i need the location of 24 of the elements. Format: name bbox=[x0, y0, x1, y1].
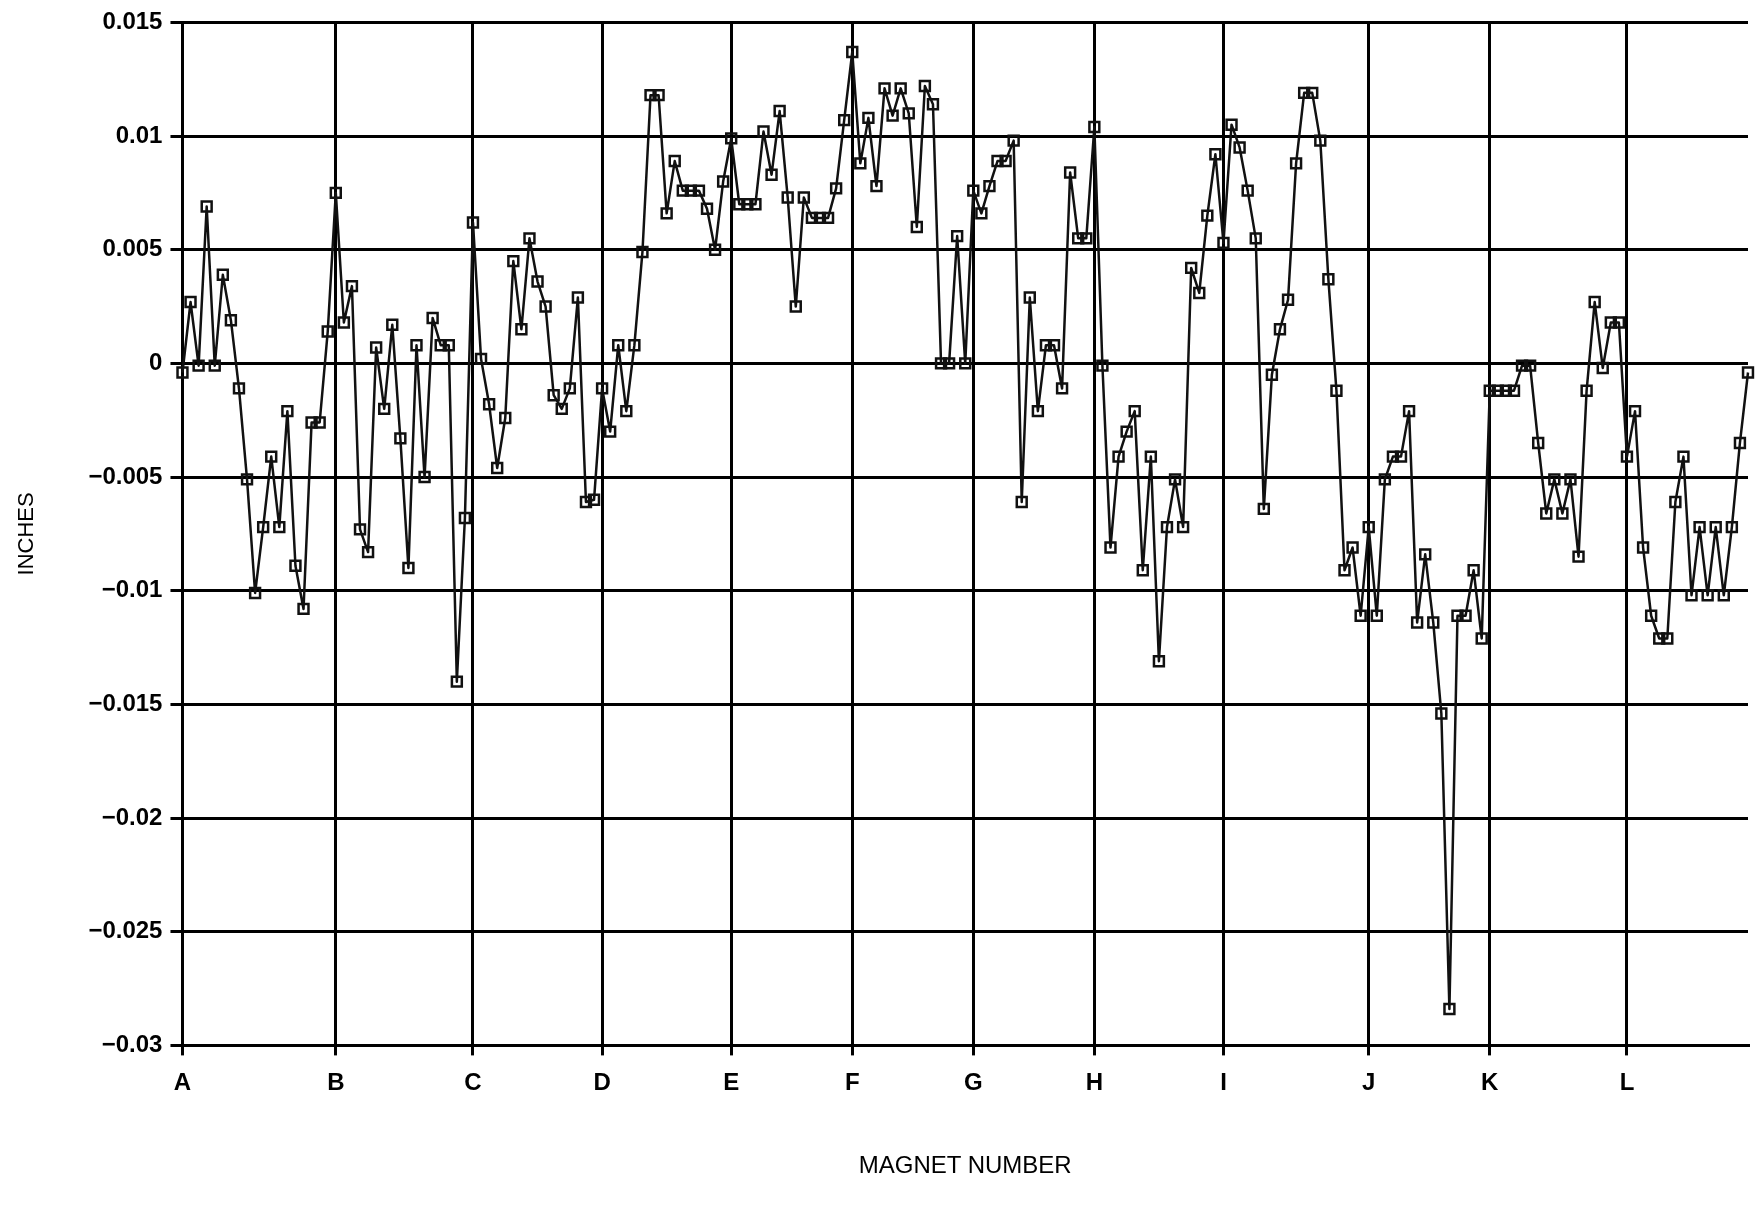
x-tick-label: B bbox=[327, 1068, 345, 1096]
x-tick-label: D bbox=[593, 1068, 611, 1096]
y-tick-label: −0.03 bbox=[101, 1030, 163, 1058]
x-tick-label: J bbox=[1362, 1068, 1376, 1096]
y-tick-label: −0.01 bbox=[101, 575, 163, 603]
x-tick-label: I bbox=[1220, 1068, 1227, 1096]
y-tick-label: 0.01 bbox=[115, 120, 163, 148]
y-axis-title: INCHES bbox=[13, 492, 39, 576]
x-axis-title: MAGNET NUMBER bbox=[858, 1151, 1072, 1179]
x-tick-label: L bbox=[1619, 1068, 1635, 1096]
y-tick-label: 0.015 bbox=[102, 7, 163, 35]
y-tick-label: −0.025 bbox=[88, 916, 163, 944]
y-tick-label: −0.015 bbox=[88, 689, 163, 717]
x-tick-label: K bbox=[1481, 1068, 1500, 1096]
x-tick-label: F bbox=[844, 1068, 860, 1096]
y-tick-label: −0.02 bbox=[101, 802, 163, 830]
y-tick-label: −0.005 bbox=[88, 461, 163, 489]
y-tick-label: 0 bbox=[149, 348, 163, 376]
y-tick-label: 0.005 bbox=[102, 234, 163, 262]
x-tick-label: H bbox=[1085, 1068, 1104, 1096]
x-tick-label: E bbox=[723, 1068, 740, 1096]
x-tick-label: C bbox=[464, 1068, 482, 1096]
x-tick-label: G bbox=[963, 1068, 983, 1096]
x-tick-label: A bbox=[173, 1068, 192, 1096]
